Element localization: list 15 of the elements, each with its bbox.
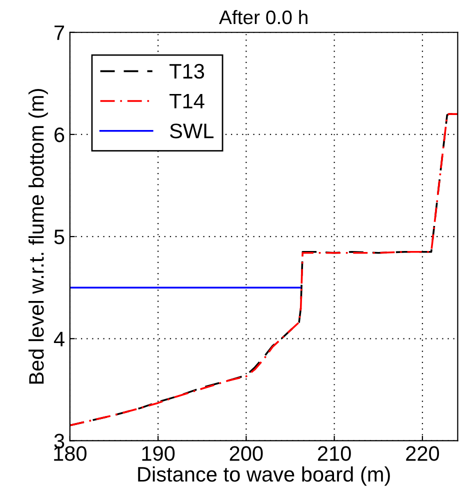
y-tick-label: 4 xyxy=(54,332,64,346)
y-axis-title: Bed level w.r.t. flume bottom (m) xyxy=(28,89,48,384)
x-tick-label: 200 xyxy=(230,446,263,461)
x-tick-label: 180 xyxy=(54,446,86,461)
x-tick-label: 220 xyxy=(406,446,440,461)
x-tick-label: 210 xyxy=(318,446,351,461)
legend-label: T13 xyxy=(170,64,204,79)
y-tick-label: 6 xyxy=(54,127,64,142)
legend-label: SWL xyxy=(170,124,214,138)
x-axis-title: Distance to wave board (m) xyxy=(138,466,390,486)
y-tick-label: 5 xyxy=(54,230,64,244)
x-tick-label: 190 xyxy=(142,446,175,461)
y-tick-label: 7 xyxy=(54,26,64,40)
legend-label: T14 xyxy=(170,94,204,108)
chart-title: After 0.0 h xyxy=(218,10,308,24)
